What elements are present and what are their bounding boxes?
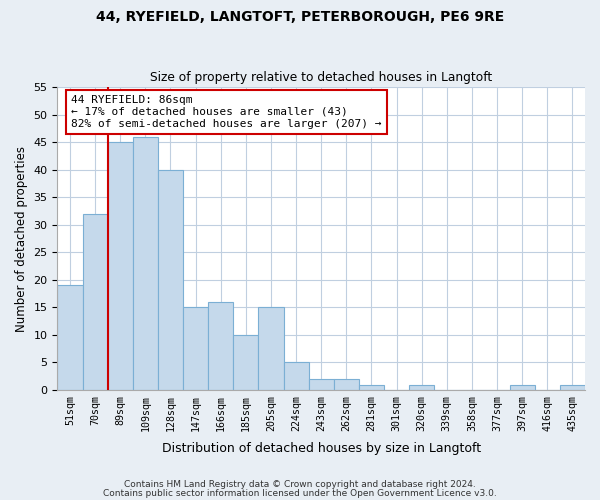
- Bar: [233, 335, 259, 390]
- Bar: [509, 384, 535, 390]
- Title: Size of property relative to detached houses in Langtoft: Size of property relative to detached ho…: [150, 72, 493, 85]
- Text: Contains HM Land Registry data © Crown copyright and database right 2024.: Contains HM Land Registry data © Crown c…: [124, 480, 476, 489]
- X-axis label: Distribution of detached houses by size in Langtoft: Distribution of detached houses by size …: [161, 442, 481, 455]
- Bar: [409, 384, 434, 390]
- Bar: [259, 308, 284, 390]
- Text: Contains public sector information licensed under the Open Government Licence v3: Contains public sector information licen…: [103, 488, 497, 498]
- Bar: [133, 136, 158, 390]
- Text: 44, RYEFIELD, LANGTOFT, PETERBOROUGH, PE6 9RE: 44, RYEFIELD, LANGTOFT, PETERBOROUGH, PE…: [96, 10, 504, 24]
- Bar: [183, 308, 208, 390]
- Text: 44 RYEFIELD: 86sqm
← 17% of detached houses are smaller (43)
82% of semi-detache: 44 RYEFIELD: 86sqm ← 17% of detached hou…: [71, 96, 382, 128]
- Bar: [560, 384, 585, 390]
- Bar: [359, 384, 384, 390]
- Bar: [284, 362, 308, 390]
- Bar: [83, 214, 107, 390]
- Bar: [58, 286, 83, 390]
- Bar: [208, 302, 233, 390]
- Y-axis label: Number of detached properties: Number of detached properties: [15, 146, 28, 332]
- Bar: [107, 142, 133, 390]
- Bar: [334, 379, 359, 390]
- Bar: [158, 170, 183, 390]
- Bar: [308, 379, 334, 390]
